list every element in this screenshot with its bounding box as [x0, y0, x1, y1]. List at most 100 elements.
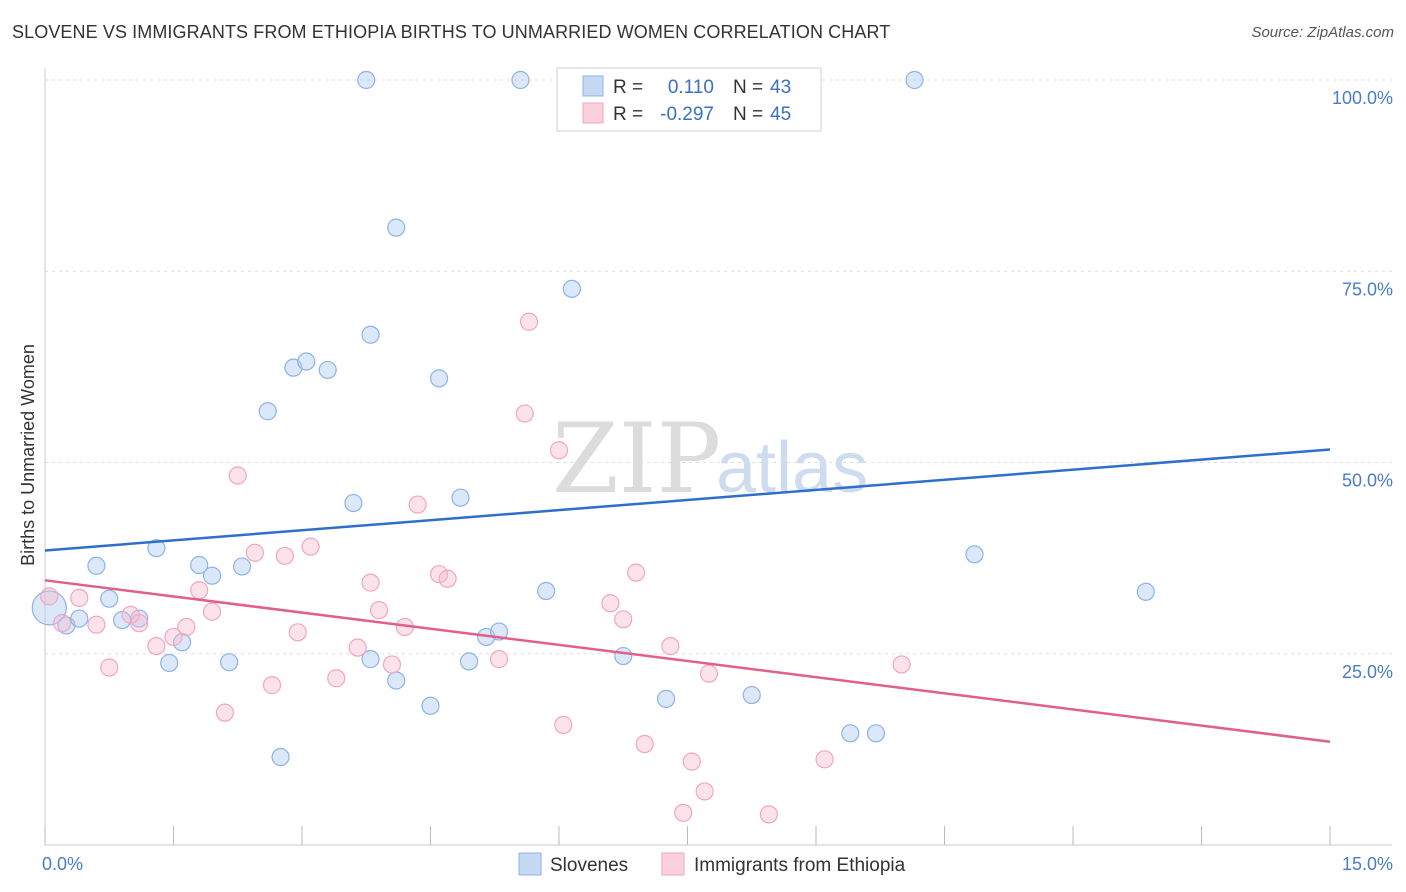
ethiopia-point — [370, 601, 389, 620]
legend-r-label-1: R = — [613, 104, 643, 125]
ethiopia-point — [759, 805, 778, 824]
ethiopia-point — [549, 441, 569, 460]
slovenes-point — [130, 609, 149, 628]
legend-r-value-0: 0.110 — [668, 77, 714, 98]
slovenes-point — [562, 279, 581, 298]
slovenes-point — [258, 402, 277, 421]
series-slovenes-points — [31, 70, 1155, 767]
ethiopia-point — [601, 594, 620, 613]
ethiopia-point — [554, 715, 573, 734]
y-axis-label: Births to Unmarried Women — [18, 344, 38, 566]
chart-source: Source: ZipAtlas.com — [1251, 24, 1394, 41]
slovenes-point — [361, 325, 380, 344]
ethiopia-point — [661, 636, 680, 656]
ethiopia-point — [892, 655, 911, 674]
ethiopia-point — [626, 563, 646, 582]
bottom-legend-swatch-ethiopia — [661, 852, 685, 876]
slovenes-point — [344, 493, 363, 513]
slovenes-point — [451, 488, 470, 507]
slovenes-point — [459, 652, 479, 671]
slovenes-point — [511, 70, 530, 90]
ethiopia-point — [301, 537, 320, 556]
slovenes-point — [866, 724, 886, 743]
slovenes-point — [318, 360, 337, 380]
watermark: ZIP atlas — [552, 403, 868, 515]
ethiopia-point — [147, 636, 166, 656]
series-legend: Slovenes Immigrants from Ethiopia — [518, 852, 906, 876]
legend-n-label-0: N = — [733, 77, 763, 98]
slovenes-point — [1136, 582, 1155, 601]
slovenes-point — [656, 689, 676, 708]
slovenes-point — [429, 369, 449, 388]
slovenes-point — [87, 556, 106, 575]
slovenes-point — [387, 218, 406, 237]
ethiopia-point — [202, 602, 222, 621]
legend-swatch-ethiopia — [582, 102, 604, 124]
legend-r-value-1: -0.297 — [660, 104, 714, 125]
ethiopia-point — [519, 312, 539, 331]
bottom-legend-label-slovenes: Slovenes — [550, 855, 628, 876]
chart-title: SLOVENE VS IMMIGRANTS FROM ETHIOPIA BIRT… — [12, 22, 891, 42]
y-tick-label: 25.0% — [1342, 662, 1393, 682]
ethiopia-point — [245, 543, 264, 562]
ethiopia-point — [429, 565, 449, 584]
ethiopia-point — [100, 658, 119, 677]
ethiopia-point — [614, 610, 633, 629]
ethiopia-point — [215, 703, 234, 722]
slovenes-point — [202, 566, 222, 585]
ethiopia-point — [361, 573, 380, 592]
slovenes-point — [220, 653, 239, 672]
slovenes-point — [271, 747, 290, 767]
ethiopia-point — [515, 404, 534, 423]
slovenes-point — [100, 589, 119, 608]
x-tick-label-min: 0.0% — [42, 854, 83, 874]
watermark-zip: ZIP — [552, 403, 721, 515]
ethiopia-point — [164, 627, 183, 647]
ethiopia-point — [327, 669, 346, 688]
slovenes-point — [965, 545, 984, 564]
x-ticks — [44, 826, 1331, 845]
ethiopia-point — [275, 546, 294, 565]
ethiopia-point — [262, 676, 282, 695]
legend-n-value-0: 43 — [770, 77, 791, 98]
legend-n-value-1: 45 — [770, 104, 791, 125]
slovenes-point — [537, 581, 556, 601]
ethiopia-point — [682, 752, 701, 771]
slovenes-point — [357, 70, 376, 90]
y-tick-label: 75.0% — [1342, 279, 1393, 299]
legend-r-label-0: R = — [613, 77, 643, 98]
bottom-legend-label-ethiopia: Immigrants from Ethiopia — [694, 855, 906, 876]
series-ethiopia-points — [40, 312, 911, 824]
y-tick-label: 50.0% — [1342, 471, 1393, 491]
slovenes-point — [905, 70, 924, 90]
ethiopia-point — [408, 495, 427, 514]
ethiopia-point — [190, 581, 209, 600]
slovenes-point — [147, 539, 166, 558]
ethiopia-point — [674, 803, 693, 822]
slovenes-point — [160, 653, 179, 673]
x-tick-label-max: 15.0% — [1342, 854, 1393, 874]
slovenes-point — [232, 557, 252, 576]
slovenes-point — [297, 352, 316, 371]
ethiopia-point — [87, 615, 106, 634]
trend-line-slovenes — [44, 448, 1331, 552]
slovenes-point — [361, 650, 380, 669]
y-tick-labels: 100.0% 75.0% 50.0% 25.0% — [1332, 88, 1393, 682]
ethiopia-point — [489, 650, 509, 669]
ethiopia-point — [695, 782, 714, 801]
ethiopia-point — [177, 617, 196, 637]
bottom-legend-swatch-slovenes — [518, 852, 542, 876]
slovenes-point — [387, 671, 406, 690]
slovenes-point — [742, 685, 761, 705]
slovenes-point — [190, 555, 209, 575]
legend-swatch-slovenes — [582, 75, 604, 97]
ethiopia-point — [815, 750, 834, 769]
ethiopia-point — [288, 623, 307, 642]
ethiopia-point — [382, 655, 402, 674]
correlation-legend: R = 0.110 N = 43 R = -0.297 N = 45 — [556, 67, 822, 132]
ethiopia-point — [438, 569, 457, 588]
ethiopia-point — [635, 734, 654, 754]
y-tick-label: 100.0% — [1332, 88, 1393, 108]
ethiopia-point — [228, 466, 247, 485]
